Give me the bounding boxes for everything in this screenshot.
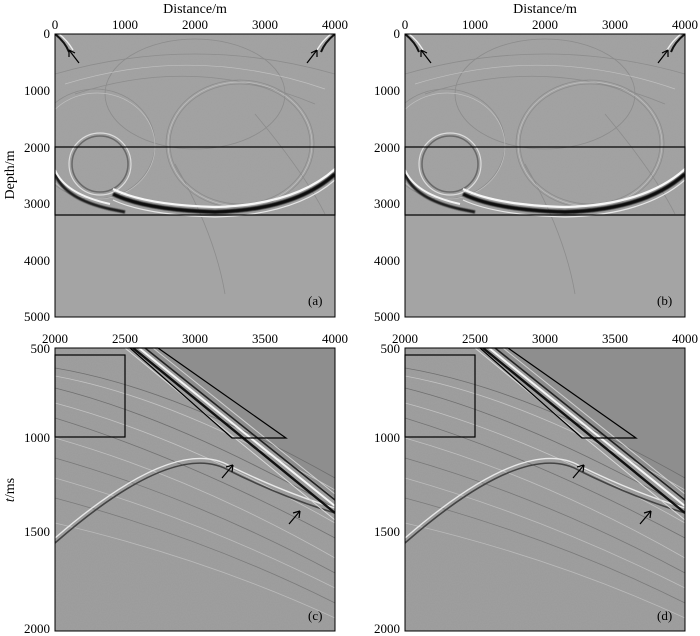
tick-label: 0 <box>52 17 59 32</box>
panel-d-rect-box <box>404 354 476 438</box>
arrow-icon <box>68 49 80 64</box>
tick-label: 0 <box>402 17 409 32</box>
tick-label: 2500 <box>112 331 138 346</box>
tick-label: 2000 <box>42 331 68 346</box>
panel-d: (d) <box>404 347 686 632</box>
y-ticks-a: 0 1000 2000 3000 4000 5000 <box>24 26 50 324</box>
tick-label: 4000 <box>322 17 348 32</box>
tick-label: 3000 <box>532 331 558 346</box>
tick-label: 0 <box>44 26 51 41</box>
x-ticks-c: 2000 2500 3000 3500 4000 <box>42 331 348 346</box>
tick-label: 0 <box>394 26 401 41</box>
panel-b-highlight-box <box>404 146 686 216</box>
tick-label: 3500 <box>602 331 628 346</box>
tick-label: 4000 <box>374 253 400 268</box>
tick-label: 500 <box>31 341 51 356</box>
panel-c: (c) <box>54 347 336 632</box>
arrow-icon <box>306 49 318 64</box>
tick-label: 1000 <box>374 83 400 98</box>
x-ticks-d: 2000 2500 3000 3500 4000 <box>392 331 698 346</box>
panel-tag: (d) <box>657 608 672 623</box>
tick-label: 2000 <box>24 140 50 155</box>
y-axis-title-time: t/ms <box>3 478 18 502</box>
arrow-icon <box>657 49 669 64</box>
tick-label: 2000 <box>24 621 50 636</box>
tick-label: 2500 <box>462 331 488 346</box>
panel-a-highlight-box <box>54 146 336 216</box>
tick-label: 4000 <box>24 253 50 268</box>
panel-a: (a) <box>54 33 336 318</box>
tick-label: 1500 <box>374 524 400 539</box>
tick-label: 3000 <box>602 17 628 32</box>
panel-c-rect-box <box>54 354 126 438</box>
tick-label: 3000 <box>182 331 208 346</box>
tick-label: 3500 <box>252 331 278 346</box>
tick-label: 5000 <box>374 309 400 324</box>
tick-label: 4000 <box>672 331 698 346</box>
y-ticks-b: 0 1000 2000 3000 4000 5000 <box>374 26 400 324</box>
arrow-icon <box>639 510 652 525</box>
y-ticks-c: 500 1000 1500 2000 <box>24 341 50 636</box>
tick-label: 1000 <box>24 430 50 445</box>
y-ticks-d: 500 1000 1500 2000 <box>374 341 400 636</box>
x-ticks-a: 0 1000 2000 3000 4000 <box>52 17 348 32</box>
panel-tag: (a) <box>308 293 322 308</box>
x-ticks-b: 0 1000 2000 3000 4000 <box>402 17 698 32</box>
tick-label: 1000 <box>462 17 488 32</box>
panel-b: (b) <box>404 33 686 318</box>
tick-label: 3000 <box>374 196 400 211</box>
tick-label: 1500 <box>24 524 50 539</box>
panel-tag: (b) <box>657 293 672 308</box>
tick-label: 3000 <box>24 196 50 211</box>
tick-label: 2000 <box>392 331 418 346</box>
tick-label: 500 <box>381 341 401 356</box>
tick-label: 2000 <box>532 17 558 32</box>
arrow-icon <box>221 464 234 479</box>
y-axis-title-depth: Depth/m <box>3 150 18 199</box>
tick-label: 3000 <box>252 17 278 32</box>
x-axis-title-left: Distance/m <box>163 2 227 17</box>
arrow-icon <box>420 49 432 64</box>
tick-label: 2000 <box>374 140 400 155</box>
panel-tag: (c) <box>308 608 322 623</box>
panel-d-slanted-box <box>478 347 638 439</box>
tick-label: 1000 <box>374 430 400 445</box>
tick-label: 1000 <box>24 83 50 98</box>
tick-label: 4000 <box>322 331 348 346</box>
x-axis-title-right: Distance/m <box>513 2 577 17</box>
arrow-icon <box>572 464 585 479</box>
tick-label: 4000 <box>672 17 698 32</box>
tick-label: 2000 <box>374 621 400 636</box>
arrow-icon <box>288 510 301 525</box>
tick-label: 5000 <box>24 309 50 324</box>
panel-c-slanted-box <box>128 347 288 439</box>
tick-label: 1000 <box>112 17 138 32</box>
tick-label: 2000 <box>182 17 208 32</box>
